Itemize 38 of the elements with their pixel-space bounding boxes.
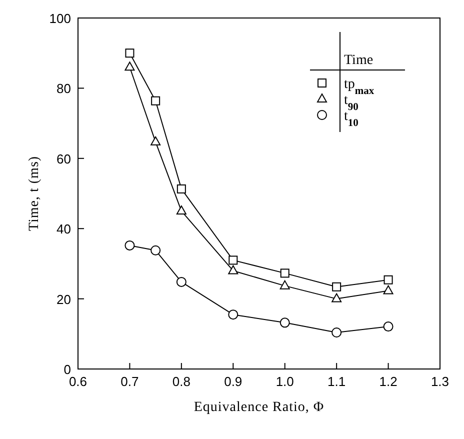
point <box>176 276 186 287</box>
point <box>280 280 290 290</box>
point <box>124 240 135 250</box>
point <box>125 48 134 58</box>
point <box>383 285 394 294</box>
x-axis-title: Equivalence Ratio, Φ <box>194 400 324 415</box>
point <box>176 206 186 215</box>
y-tick-label: 100 <box>49 11 71 26</box>
point <box>228 256 238 265</box>
x-tick-label: 1.0 <box>276 374 294 389</box>
point <box>176 184 186 194</box>
y-tick-label: 20 <box>56 292 71 307</box>
x-tick-label: 1.3 <box>430 374 450 389</box>
point <box>280 318 290 328</box>
point <box>280 268 290 278</box>
point <box>124 62 135 71</box>
legend-title: Time <box>344 53 374 68</box>
x-tick-label: 0.9 <box>224 374 242 389</box>
point <box>384 275 393 284</box>
y-axis-title: Time, t (ms) <box>27 156 42 232</box>
point <box>151 96 160 106</box>
y-tick-label: 40 <box>56 222 71 237</box>
point <box>150 136 161 146</box>
y-tick-label: 80 <box>56 81 71 96</box>
y-tick-label: 0 <box>64 362 71 377</box>
x-tick-label: 0.7 <box>120 374 139 389</box>
point <box>150 245 161 256</box>
x-tick-label: 1.1 <box>328 374 346 389</box>
point <box>332 293 342 302</box>
x-tick-label: 0.6 <box>68 374 88 389</box>
x-tick-label: 1.2 <box>379 374 398 389</box>
y-tick-label: 60 <box>56 151 71 166</box>
x-tick-label: 0.8 <box>172 374 190 389</box>
point <box>383 322 394 332</box>
point <box>228 265 238 274</box>
point <box>332 282 342 292</box>
point <box>332 327 342 338</box>
point <box>228 310 238 320</box>
